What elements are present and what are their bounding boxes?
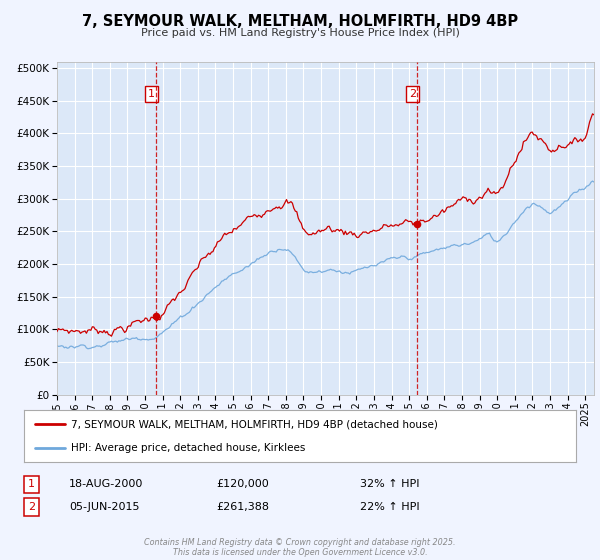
Text: Price paid vs. HM Land Registry's House Price Index (HPI): Price paid vs. HM Land Registry's House … (140, 28, 460, 38)
Text: 18-AUG-2000: 18-AUG-2000 (69, 479, 143, 489)
Text: 2: 2 (28, 502, 35, 512)
Text: Contains HM Land Registry data © Crown copyright and database right 2025.
This d: Contains HM Land Registry data © Crown c… (144, 538, 456, 557)
Text: 7, SEYMOUR WALK, MELTHAM, HOLMFIRTH, HD9 4BP: 7, SEYMOUR WALK, MELTHAM, HOLMFIRTH, HD9… (82, 14, 518, 29)
Text: 1: 1 (148, 89, 155, 99)
Text: 7, SEYMOUR WALK, MELTHAM, HOLMFIRTH, HD9 4BP (detached house): 7, SEYMOUR WALK, MELTHAM, HOLMFIRTH, HD9… (71, 419, 438, 430)
Text: 1: 1 (28, 479, 35, 489)
Text: 2: 2 (409, 89, 416, 99)
Text: 22% ↑ HPI: 22% ↑ HPI (360, 502, 419, 512)
Text: HPI: Average price, detached house, Kirklees: HPI: Average price, detached house, Kirk… (71, 443, 305, 453)
Text: 32% ↑ HPI: 32% ↑ HPI (360, 479, 419, 489)
Text: £120,000: £120,000 (216, 479, 269, 489)
Text: 05-JUN-2015: 05-JUN-2015 (69, 502, 139, 512)
Text: £261,388: £261,388 (216, 502, 269, 512)
